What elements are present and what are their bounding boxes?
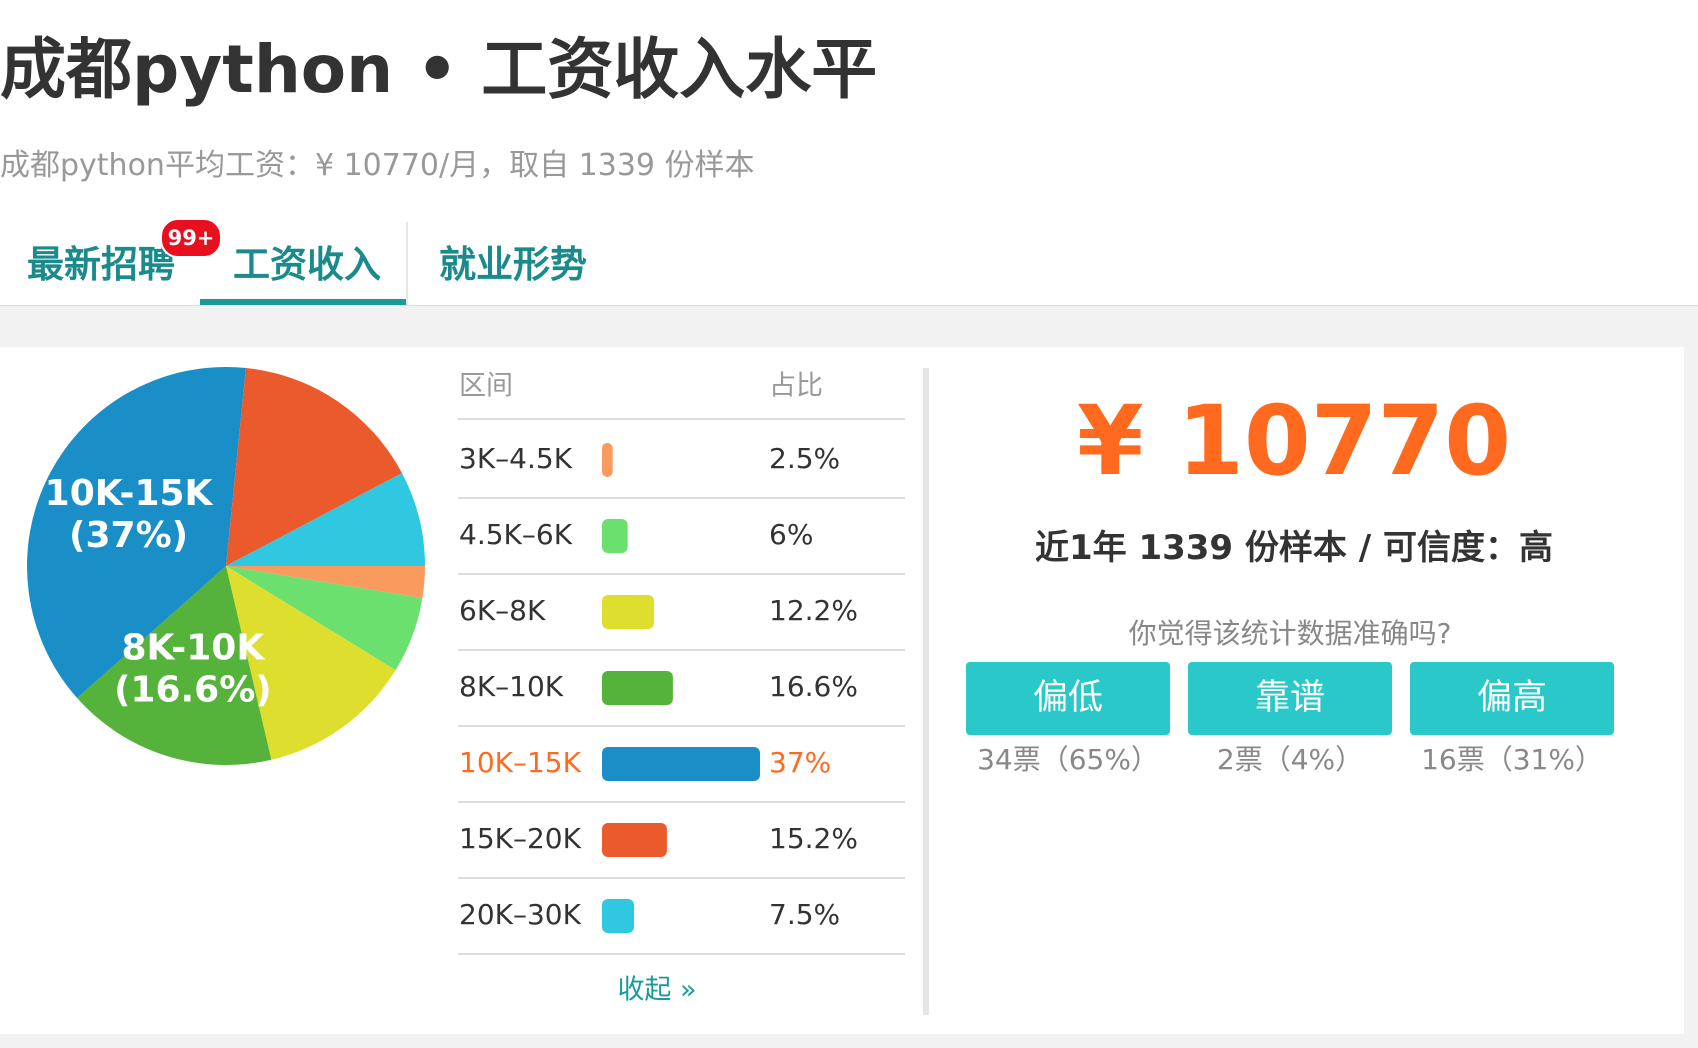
average-salary: ¥ 10770 xyxy=(1076,385,1512,497)
pie-slice xyxy=(27,367,246,699)
tab[interactable]: 最新招聘 xyxy=(27,243,175,286)
question: 你觉得该统计数据准确吗? xyxy=(1128,617,1452,650)
pie-slice xyxy=(77,566,272,765)
share-bar xyxy=(602,595,655,629)
pie-label: (37%) xyxy=(69,515,188,556)
tab[interactable]: 就业形势 xyxy=(439,243,587,286)
share-label: 6% xyxy=(769,518,813,551)
badge: 99+ xyxy=(160,218,222,258)
table-rule xyxy=(458,649,905,651)
share-bar xyxy=(602,443,613,477)
pie-slice xyxy=(226,566,396,760)
share-label: 2.5% xyxy=(769,442,840,475)
share-label: 12.2% xyxy=(769,594,858,627)
share-bar xyxy=(602,519,628,553)
range-label: 4.5K–6K xyxy=(459,518,573,551)
pie-label: 10K-15K xyxy=(45,473,214,514)
pie-slice xyxy=(226,473,425,566)
tab[interactable]: 工资收入 xyxy=(233,243,381,286)
pie-slice xyxy=(226,368,402,566)
table-rule xyxy=(458,953,905,955)
table-rule xyxy=(458,418,905,420)
vote-result: 34票（65%） xyxy=(977,743,1159,776)
range-label: 10K–15K xyxy=(459,746,582,779)
sample-info: 近1年 1339 份样本 / 可信度：高 xyxy=(1034,528,1554,568)
vote-result: 2票（4%） xyxy=(1216,743,1364,776)
share-bar xyxy=(602,899,635,933)
pie-slice xyxy=(226,566,425,599)
pie-slice xyxy=(226,566,423,671)
share-bar xyxy=(602,747,760,781)
share-bar xyxy=(602,823,667,857)
divider xyxy=(923,368,929,1015)
table-header: 占比 xyxy=(769,371,823,402)
page-title: 成都python • 工资收入水平 xyxy=(0,31,878,108)
share-bar xyxy=(602,671,673,705)
table-rule xyxy=(458,801,905,803)
pie-label: (16.6%) xyxy=(114,669,272,710)
vote-button[interactable]: 偏高 xyxy=(1410,662,1614,735)
table-rule xyxy=(458,497,905,499)
pie-label: 8K-10K xyxy=(121,627,265,668)
range-label: 3K–4.5K xyxy=(459,442,573,475)
range-label: 6K–8K xyxy=(459,594,546,627)
collapse-link[interactable]: 收起 » xyxy=(617,975,696,1006)
subtitle: 成都python平均工资：¥ 10770/月，取自 1339 份样本 xyxy=(0,148,755,183)
share-label: 37% xyxy=(769,746,831,779)
vote-result: 16票（31%） xyxy=(1421,743,1603,776)
range-label: 8K–10K xyxy=(459,670,564,703)
active-tab-underline xyxy=(200,299,406,306)
table-rule xyxy=(458,573,905,575)
vote-button[interactable]: 靠谱 xyxy=(1188,662,1392,735)
tab-separator xyxy=(406,222,408,306)
share-label: 15.2% xyxy=(769,822,858,855)
table-rule xyxy=(458,725,905,727)
share-label: 16.6% xyxy=(769,670,858,703)
table-rule xyxy=(458,877,905,879)
range-label: 20K–30K xyxy=(459,898,582,931)
share-label: 7.5% xyxy=(769,898,840,931)
vote-button[interactable]: 偏低 xyxy=(966,662,1170,735)
table-header: 区间 xyxy=(459,371,513,402)
range-label: 15K–20K xyxy=(459,822,582,855)
